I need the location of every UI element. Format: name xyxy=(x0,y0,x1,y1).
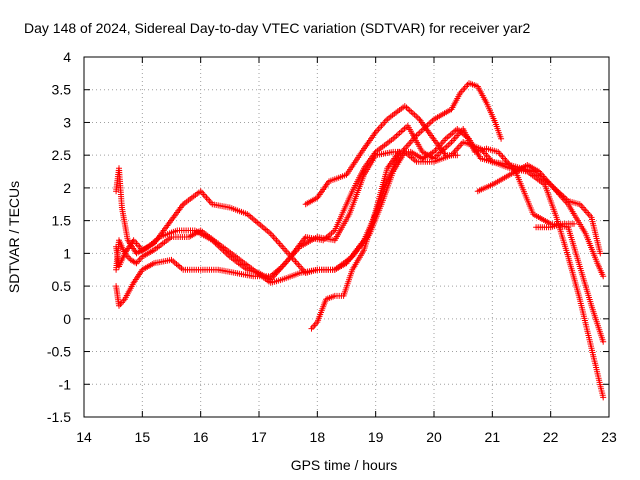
x-tick-label: 19 xyxy=(368,429,384,445)
x-tick-label: 16 xyxy=(193,429,209,445)
data-point xyxy=(571,220,577,227)
chart-title: Day 148 of 2024, Sidereal Day-to-day VTE… xyxy=(24,20,530,36)
x-tick-label: 21 xyxy=(485,429,501,445)
series-track-8 xyxy=(533,220,577,231)
x-tick-label: 22 xyxy=(543,429,559,445)
data-point xyxy=(396,148,402,155)
x-tick-label: 23 xyxy=(601,429,617,445)
x-tick-label: 14 xyxy=(76,429,92,445)
y-tick-label: -0.5 xyxy=(47,344,71,360)
axis-ticks: 14 15 16 17 18 19 20 21 22 23 -1.5 -1 -0.5 0 0.5 1 1.5 2 2… xyxy=(47,49,617,445)
y-tick-label: 0.5 xyxy=(52,278,72,294)
data-point xyxy=(600,394,607,401)
y-tick-label: 1 xyxy=(63,245,71,261)
plot-frame xyxy=(83,56,610,418)
y-tick-label: 1.5 xyxy=(52,213,72,229)
x-tick-label: 18 xyxy=(310,429,326,445)
data-point xyxy=(600,338,607,345)
data-points xyxy=(113,80,607,401)
y-tick-label: 3.5 xyxy=(52,82,72,98)
x-tick-label: 15 xyxy=(135,429,151,445)
data-point xyxy=(597,250,604,257)
series-track-7 xyxy=(474,162,604,257)
data-point xyxy=(498,135,505,142)
y-tick-label: 0 xyxy=(63,311,71,327)
series-track-6 xyxy=(308,148,402,332)
y-tick-label: 3 xyxy=(63,114,71,130)
data-point xyxy=(600,273,607,280)
data-point xyxy=(454,152,461,159)
series-track-4 xyxy=(113,122,607,345)
y-tick-label: 2.5 xyxy=(52,147,72,163)
x-tick-label: 20 xyxy=(426,429,442,445)
y-tick-label: 2 xyxy=(63,180,71,196)
series-track-5 xyxy=(302,103,461,208)
x-axis-label: GPS time / hours xyxy=(291,457,398,473)
x-tick-label: 17 xyxy=(251,429,267,445)
y-tick-label: -1.5 xyxy=(47,409,71,425)
y-axis-label: SDTVAR / TECUs xyxy=(6,181,22,293)
grid xyxy=(84,57,609,417)
y-tick-label: 4 xyxy=(63,49,71,65)
y-tick-label: -1 xyxy=(59,376,72,392)
